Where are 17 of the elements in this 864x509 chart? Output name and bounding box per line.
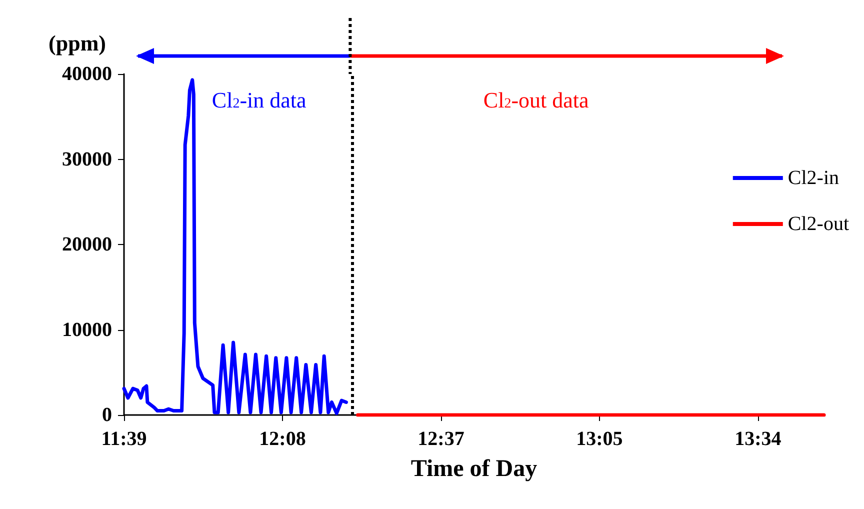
x-axis-title: Time of Day bbox=[410, 456, 538, 482]
x-tick-label: 13:34 bbox=[734, 428, 782, 450]
y-tick-label: 10000 bbox=[62, 318, 112, 341]
legend-label: Cl2-in bbox=[788, 167, 840, 189]
line-series bbox=[122, 78, 348, 416]
y-tick-label: 0 bbox=[102, 404, 112, 426]
y-axis-title: (ppm) bbox=[48, 30, 106, 56]
y-tick-label: 20000 bbox=[62, 234, 112, 256]
y-tick-label: 30000 bbox=[62, 148, 112, 170]
annotation: Cl2-in data bbox=[212, 88, 306, 112]
x-tick-label: 11:39 bbox=[101, 428, 147, 450]
x-tick-label: 12:37 bbox=[418, 428, 464, 450]
x-tick-label: 12:08 bbox=[259, 428, 306, 450]
legend-label: Cl2-out bbox=[788, 213, 850, 235]
annotation: Cl2-out data bbox=[483, 88, 589, 112]
y-tick-label: 40000 bbox=[62, 63, 112, 85]
x-tick-label: 13:05 bbox=[576, 428, 623, 450]
